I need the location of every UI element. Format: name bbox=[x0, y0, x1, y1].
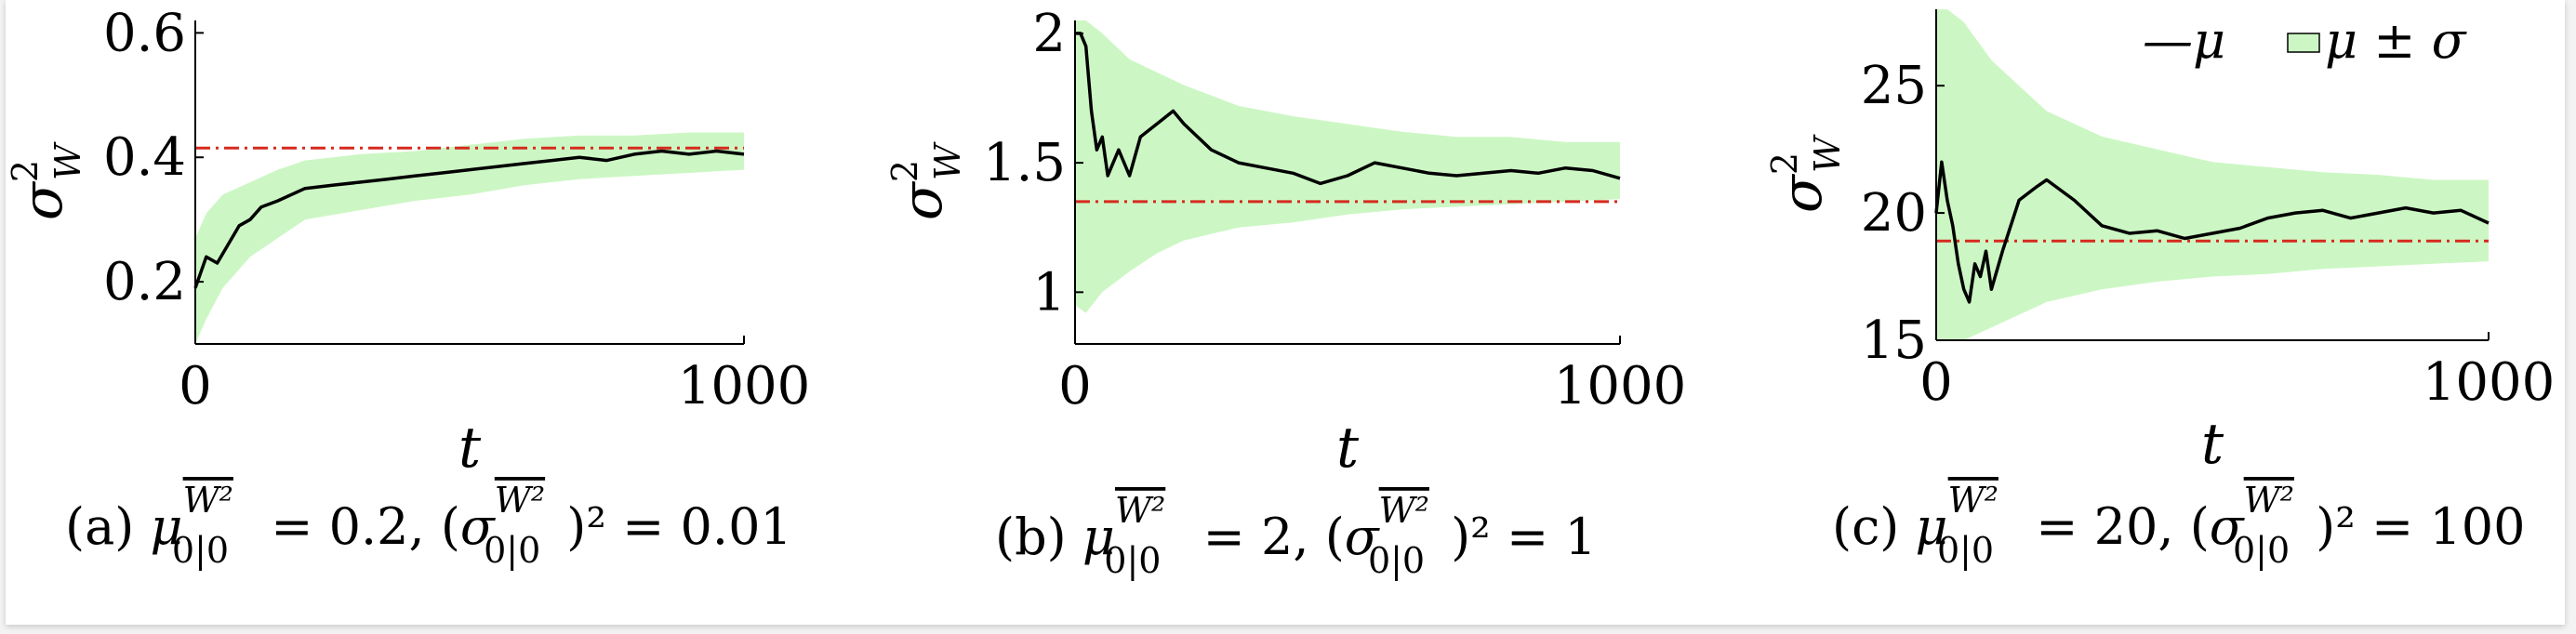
caption-a: (a) μW² 0|0 = 0.2, (σW² 0|0)² = 0.01 bbox=[65, 480, 792, 571]
legend-mean-label: —μ bbox=[2143, 11, 2225, 70]
y-axis-label: σ2W bbox=[884, 141, 968, 220]
panel-b: 1 1.5 2 0 1000 t σ2W bbox=[884, 4, 1686, 481]
panel-a: 0.2 0.4 0.6 0 1000 t σ2W bbox=[6, 3, 810, 481]
y-tick-label: 20 bbox=[1861, 183, 1927, 244]
figure-canvas: 0.2 0.4 0.6 0 1000 t σ2W (a) μW² 0|0 = 0.2, (σW²… bbox=[6, 3, 2555, 581]
panel-c: 15 20 25 0 1000 t σ2W bbox=[1764, 9, 2555, 477]
legend-band-label: μ ± σ bbox=[2325, 11, 2468, 70]
y-tick-label: 2 bbox=[1032, 4, 1066, 64]
std-band bbox=[1936, 9, 2489, 340]
mean-line bbox=[1934, 160, 2490, 304]
x-tick-label: 0 bbox=[1919, 352, 1953, 413]
x-tick-label: 1000 bbox=[1554, 356, 1687, 416]
caption-c: (c) μW² 0|0 = 20, (σW² 0|0)² = 100 bbox=[1832, 480, 2526, 571]
x-axis-label: t bbox=[2201, 412, 2224, 477]
y-tick-label: 1.5 bbox=[983, 133, 1066, 193]
y-tick-label: 0.6 bbox=[103, 3, 186, 63]
y-tick-label: 15 bbox=[1861, 310, 1927, 371]
x-axis-label: t bbox=[1336, 416, 1360, 481]
x-tick-label: 0 bbox=[1058, 356, 1092, 416]
x-tick-label: 0 bbox=[179, 356, 212, 416]
y-tick-label: 1 bbox=[1032, 262, 1066, 323]
legend: —μ μ ± σ bbox=[2143, 11, 2468, 70]
std-band bbox=[1075, 20, 1620, 313]
legend-band-swatch bbox=[2287, 33, 2320, 53]
caption-b: (b) μW² 0|0 = 2, (σW² 0|0)² = 1 bbox=[995, 490, 1597, 581]
y-tick-label: 0.2 bbox=[103, 252, 186, 312]
mean-line bbox=[1075, 32, 1621, 186]
y-tick-label: 25 bbox=[1861, 56, 1927, 116]
y-axis-label: σ2W bbox=[6, 141, 88, 220]
mean-line bbox=[193, 149, 745, 289]
y-axis-label: σ2W bbox=[1764, 134, 1848, 213]
figure: 0.2 0.4 0.6 0 1000 t σ2W (a) μW² 0|0 = 0.2, (σW²… bbox=[6, 0, 2565, 625]
x-axis-label: t bbox=[458, 416, 482, 481]
y-tick-label: 0.4 bbox=[103, 127, 186, 188]
x-tick-label: 1000 bbox=[678, 356, 811, 416]
x-tick-label: 1000 bbox=[2423, 352, 2556, 413]
std-band bbox=[195, 132, 744, 344]
